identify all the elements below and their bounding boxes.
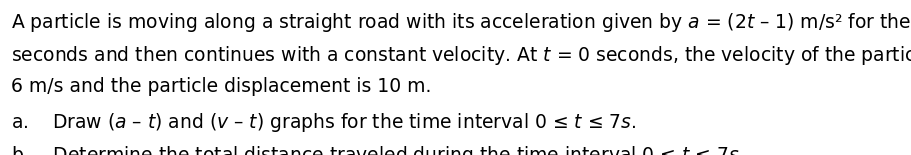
Text: A particle is moving along a straight road with its acceleration given by $a$ = : A particle is moving along a straight ro…: [11, 11, 911, 34]
Text: a.    Draw ($a$ – $t$) and ($v$ – $t$) graphs for the time interval 0 ≤ $t$ ≤ 7$: a. Draw ($a$ – $t$) and ($v$ – $t$) grap…: [11, 111, 636, 134]
Text: seconds and then continues with a constant velocity. At $t$ = 0 seconds, the vel: seconds and then continues with a consta…: [11, 44, 911, 67]
Text: b.    Determine the total distance traveled during the time interval 0 ≤ $t$ ≤ 7: b. Determine the total distance traveled…: [11, 144, 743, 155]
Text: 6 m/s and the particle displacement is 10 m.: 6 m/s and the particle displacement is 1…: [11, 78, 431, 97]
